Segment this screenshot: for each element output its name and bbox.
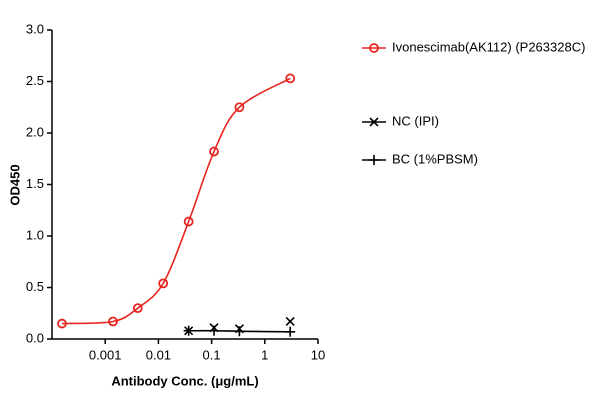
data-point (285, 326, 296, 337)
series-line (61, 77, 291, 325)
y-tick-label: 1.5 (26, 176, 44, 191)
x-axis-label: Antibody Conc. (μg/mL) (111, 373, 258, 388)
data-point (285, 316, 295, 327)
x-tick-label: 1 (261, 347, 268, 362)
legend-label: Ivonescimab(AK112) (P263328C) (392, 39, 585, 54)
legend-marker (369, 43, 379, 53)
y-tick-label: 2.0 (26, 124, 44, 139)
legend-marker (369, 117, 379, 127)
legend-marker (369, 155, 379, 165)
data-point (209, 146, 219, 157)
y-tick-label: 2.5 (26, 73, 44, 88)
legend-label: NC (IPI) (392, 113, 439, 128)
series-line (188, 329, 291, 333)
data-point (132, 303, 143, 314)
data-point (158, 278, 169, 289)
data-point (57, 318, 67, 329)
x-tick-label: 0.1 (203, 347, 221, 362)
data-point (183, 216, 194, 227)
data-point (234, 326, 245, 337)
legend-label: BC (1%PBSM) (392, 151, 478, 166)
x-tick-label: 0.001 (89, 347, 122, 362)
data-point (285, 73, 296, 84)
x-tick-label: 10 (311, 347, 325, 362)
y-axis-label: OD450 (7, 164, 22, 205)
y-tick-label: 0.5 (26, 279, 44, 294)
data-point (108, 316, 118, 327)
y-tick-label: 0.0 (26, 330, 44, 345)
data-point (234, 102, 245, 113)
data-point (183, 325, 194, 336)
data-point (209, 325, 220, 336)
y-tick-label: 3.0 (26, 21, 44, 36)
y-tick-label: 1.0 (26, 227, 44, 242)
x-tick-label: 0.01 (146, 347, 171, 362)
